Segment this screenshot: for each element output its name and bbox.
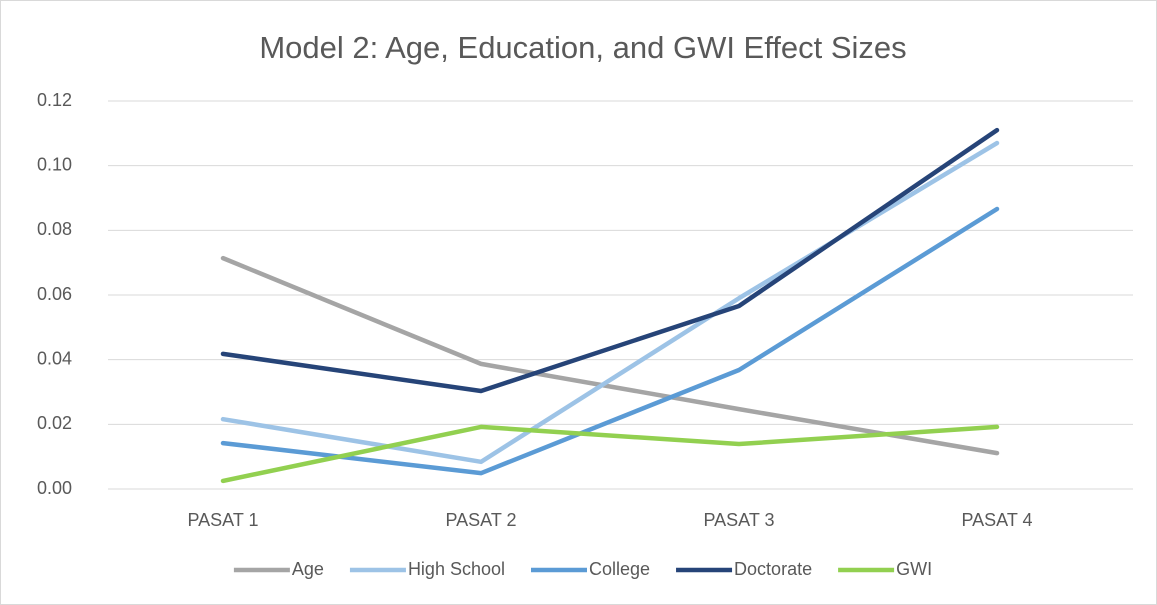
x-tick-label: PASAT 1 bbox=[187, 510, 258, 530]
chart-title: Model 2: Age, Education, and GWI Effect … bbox=[259, 30, 906, 65]
x-tick-label: PASAT 2 bbox=[445, 510, 516, 530]
y-tick-label: 0.06 bbox=[37, 284, 72, 304]
y-tick-label: 0.04 bbox=[37, 348, 72, 368]
series-line bbox=[220, 206, 1000, 476]
y-tick-label: 0.00 bbox=[37, 478, 72, 498]
legend-label: GWI bbox=[896, 559, 932, 579]
legend-label: Doctorate bbox=[734, 559, 812, 579]
y-tick-label: 0.12 bbox=[37, 90, 72, 110]
series-line bbox=[220, 255, 1000, 456]
series-line bbox=[220, 424, 1000, 484]
y-tick-label: 0.08 bbox=[37, 219, 72, 239]
x-tick-label: PASAT 3 bbox=[703, 510, 774, 530]
legend-label: Age bbox=[292, 559, 324, 579]
x-tick-label: PASAT 4 bbox=[961, 510, 1032, 530]
series-line bbox=[220, 127, 1000, 394]
y-tick-label: 0.10 bbox=[37, 154, 72, 174]
legend-label: College bbox=[589, 559, 650, 579]
y-tick-label: 0.02 bbox=[37, 413, 72, 433]
legend: Age High School College Doctorate GWI bbox=[233, 559, 932, 579]
legend-label: High School bbox=[408, 559, 505, 579]
